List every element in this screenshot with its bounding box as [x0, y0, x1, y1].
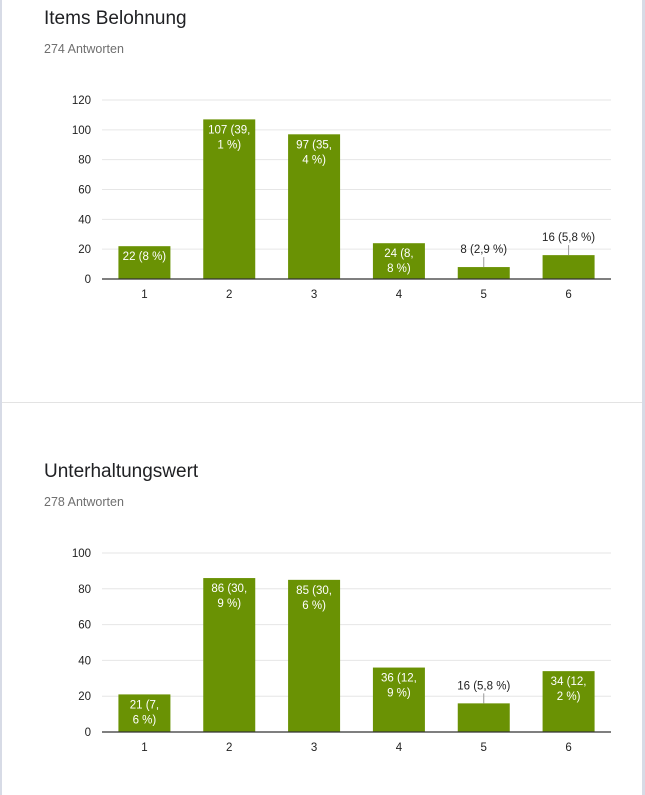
- bar[interactable]: [542, 255, 595, 279]
- y-tick-label: 100: [72, 125, 91, 137]
- x-tick-label: 6: [565, 289, 571, 301]
- bar-chart: 0 20 40 60 80 100 120 1 22 (8 %) 2 107 (39, 1 %) 3 97…: [72, 95, 611, 301]
- question-title: Unterhaltungswert: [44, 461, 199, 482]
- bar[interactable]: [118, 694, 171, 732]
- y-tick-label: 0: [85, 727, 91, 739]
- question-card-items-belohnung: Items Belohnung 274 Antworten 0 20 40 60 80 1…: [2, 0, 642, 403]
- data-label: 97 (35, 4 %): [296, 139, 332, 166]
- bar[interactable]: [118, 246, 171, 279]
- x-tick-label: 5: [481, 742, 487, 754]
- question-card-unterhaltungswert: Unterhaltungswert 278 Antworten 0 20 40 60 8…: [2, 403, 642, 795]
- y-tick-label: 60: [78, 620, 91, 632]
- response-count: 274 Antworten: [44, 42, 124, 56]
- y-tick-label: 120: [72, 95, 91, 107]
- data-label: 107 (39, 1 %): [208, 124, 250, 151]
- x-tick-label: 2: [226, 742, 232, 754]
- bar[interactable]: [203, 119, 256, 279]
- response-count: 278 Antworten: [44, 495, 124, 509]
- bar[interactable]: [457, 703, 510, 732]
- data-label: 21 (7, 6 %): [130, 699, 159, 726]
- data-label: 34 (12, 2 %): [551, 676, 587, 703]
- y-tick-label: 80: [78, 155, 91, 167]
- data-label: 24 (8, 8 %): [384, 248, 413, 275]
- x-tick-label: 4: [396, 289, 403, 301]
- right-scrollbar-track[interactable]: [642, 0, 645, 795]
- x-tick-label: 3: [311, 289, 317, 301]
- data-label: 16 (5,8 %): [542, 232, 595, 244]
- data-label: 16 (5,8 %): [457, 680, 510, 692]
- bar[interactable]: [542, 671, 595, 732]
- bar[interactable]: [372, 667, 425, 732]
- left-border: [0, 0, 2, 795]
- x-tick-label: 3: [311, 742, 317, 754]
- data-label: 86 (30, 9 %): [211, 583, 247, 610]
- bar-chart: 0 20 40 60 80 100 1 21 (7, 6 %) 2 86 (30, 9 %) 3 85 (…: [72, 548, 611, 754]
- data-label: 22 (8 %): [123, 251, 167, 263]
- x-tick-label: 1: [141, 289, 147, 301]
- x-tick-label: 4: [396, 742, 403, 754]
- y-tick-label: 100: [72, 548, 91, 560]
- x-tick-label: 6: [565, 742, 571, 754]
- x-tick-label: 1: [141, 742, 147, 754]
- y-tick-label: 0: [85, 274, 91, 286]
- bar[interactable]: [372, 243, 425, 279]
- y-tick-label: 60: [78, 185, 91, 197]
- y-tick-label: 40: [78, 214, 91, 226]
- bar[interactable]: [288, 134, 341, 279]
- data-label: 8 (2,9 %): [460, 244, 507, 256]
- bar[interactable]: [288, 579, 341, 732]
- x-tick-label: 2: [226, 289, 232, 301]
- question-title: Items Belohnung: [44, 8, 187, 29]
- bar[interactable]: [457, 267, 510, 279]
- data-label: 85 (30, 6 %): [296, 585, 332, 612]
- y-tick-label: 80: [78, 584, 91, 596]
- y-tick-label: 20: [78, 244, 91, 256]
- x-tick-label: 5: [481, 289, 487, 301]
- y-tick-label: 20: [78, 691, 91, 703]
- bar[interactable]: [203, 578, 256, 732]
- y-tick-label: 40: [78, 655, 91, 667]
- data-label: 36 (12, 9 %): [381, 673, 417, 700]
